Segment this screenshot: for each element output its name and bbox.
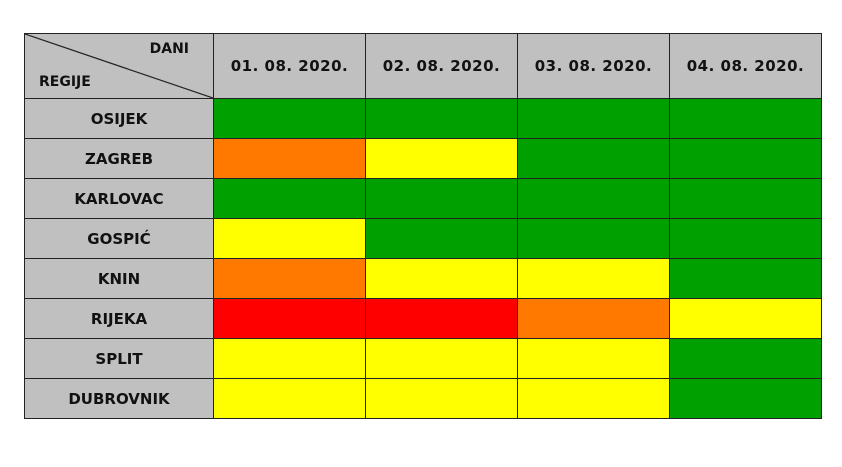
alert-cell-yellow [365, 258, 518, 299]
alert-cell-orange [213, 258, 366, 299]
region-label: ZAGREB [24, 138, 214, 179]
alert-cell-yellow [365, 138, 518, 179]
region-date-table: DANI REGIJE 01. 08. 2020. 02. 08. 2020. 03… [24, 33, 822, 419]
region-label: KARLOVAC [24, 178, 214, 219]
date-header: 01. 08. 2020. [213, 33, 366, 99]
alert-cell-orange [517, 298, 670, 339]
region-row: SPLIT [24, 338, 822, 379]
date-header: 02. 08. 2020. [365, 33, 518, 99]
corner-top-label: DANI [149, 41, 189, 57]
region-row: RIJEKA [24, 298, 822, 339]
alert-cell-green [669, 98, 822, 139]
alert-cell-yellow [365, 338, 518, 379]
region-row: GOSPIĆ [24, 218, 822, 259]
alert-cell-yellow [517, 378, 670, 419]
alert-cell-orange [213, 138, 366, 179]
alert-cell-yellow [669, 298, 822, 339]
region-row: DUBROVNIK [24, 378, 822, 419]
alert-cell-yellow [213, 378, 366, 419]
alert-cell-green [669, 378, 822, 419]
alert-cell-green [365, 178, 518, 219]
region-label: RIJEKA [24, 298, 214, 339]
alert-cell-green [365, 98, 518, 139]
region-label: DUBROVNIK [24, 378, 214, 419]
corner-diagonal-line [25, 34, 213, 98]
region-row: ZAGREB [24, 138, 822, 179]
alert-cell-yellow [517, 338, 670, 379]
alert-cell-green [365, 218, 518, 259]
region-label: GOSPIĆ [24, 218, 214, 259]
alert-grid: DANI REGIJE 01. 08. 2020. 02. 08. 2020. 03… [24, 33, 822, 419]
grid-body: OSIJEK ZAGREB KARLOVAC GOSPIĆ KNIN RIJEKA SPLI… [24, 98, 822, 419]
corner-header: DANI REGIJE [24, 33, 214, 99]
alert-cell-green [517, 218, 670, 259]
alert-cell-yellow [517, 258, 670, 299]
alert-cell-yellow [213, 338, 366, 379]
alert-cell-red [365, 298, 518, 339]
header-row: DANI REGIJE 01. 08. 2020. 02. 08. 2020. 03… [24, 33, 822, 99]
alert-cell-green [517, 178, 670, 219]
alert-cell-green [517, 98, 670, 139]
alert-cell-green [517, 138, 670, 179]
alert-cell-green [213, 98, 366, 139]
alert-cell-green [669, 138, 822, 179]
alert-cell-yellow [213, 218, 366, 259]
region-label: KNIN [24, 258, 214, 299]
alert-cell-red [213, 298, 366, 339]
alert-cell-green [213, 178, 366, 219]
alert-cell-green [669, 338, 822, 379]
alert-cell-green [669, 218, 822, 259]
alert-cell-green [669, 258, 822, 299]
region-row: OSIJEK [24, 98, 822, 139]
corner-bottom-label: REGIJE [39, 74, 91, 90]
region-row: KNIN [24, 258, 822, 299]
region-row: KARLOVAC [24, 178, 822, 219]
region-label: SPLIT [24, 338, 214, 379]
alert-cell-green [669, 178, 822, 219]
date-header: 04. 08. 2020. [669, 33, 822, 99]
alert-cell-yellow [365, 378, 518, 419]
region-label: OSIJEK [24, 98, 214, 139]
date-header: 03. 08. 2020. [517, 33, 670, 99]
